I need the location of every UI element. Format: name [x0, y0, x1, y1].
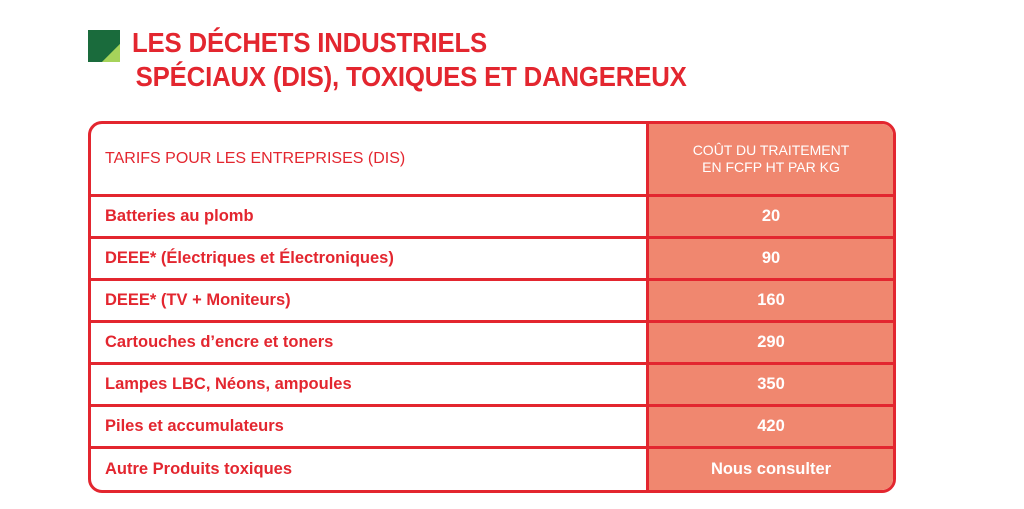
green-square-logo-icon: [88, 30, 120, 62]
value-column-background: [646, 124, 893, 490]
row-value: Nous consulter: [710, 460, 832, 478]
row-value: 90: [761, 249, 781, 267]
header-value-line-1: COÛT DU TRAITEMENT: [692, 142, 850, 158]
row-label: Autre Produits toxiques: [105, 460, 293, 478]
row-label: Batteries au plomb: [105, 207, 254, 225]
row-value: 350: [757, 375, 785, 393]
table-row: DEEE* (Électriques et Électroniques) 90: [91, 236, 893, 278]
row-value: 420: [757, 417, 785, 435]
row-label: Lampes LBC, Néons, ampoules: [105, 375, 352, 393]
row-label: Piles et accumulateurs: [105, 417, 284, 435]
header-value: COÛT DU TRAITEMENT EN FCFP HT PAR KG: [649, 142, 893, 176]
row-value: 20: [761, 207, 781, 225]
table-row: Piles et accumulateurs 420: [91, 404, 893, 446]
table-header-row: TARIFS POUR LES ENTREPRISES (DIS) COÛT D…: [91, 124, 893, 194]
table-row: Autre Produits toxiques Nous consulter: [91, 446, 893, 490]
row-value: 290: [757, 333, 785, 351]
header-value-line-2: EN FCFP HT PAR KG: [702, 159, 840, 175]
pricing-table: TARIFS POUR LES ENTREPRISES (DIS) COÛT D…: [88, 121, 896, 493]
header-label: TARIFS POUR LES ENTREPRISES (DIS): [105, 150, 406, 167]
row-label: DEEE* (TV + Moniteurs): [105, 291, 291, 309]
title-line-2: SPÉCIAUX (DIS), TOXIQUES ET DANGEREUX: [135, 61, 687, 92]
page-title: LES DÉCHETS INDUSTRIELS SPÉCIAUX (DIS), …: [132, 26, 687, 94]
title-line-1: LES DÉCHETS INDUSTRIELS: [132, 27, 488, 58]
table-row: DEEE* (TV + Moniteurs) 160: [91, 278, 893, 320]
row-value: 160: [757, 291, 785, 309]
table-row: Cartouches d’encre et toners 290: [91, 320, 893, 362]
row-label: DEEE* (Électriques et Électroniques): [105, 249, 394, 267]
table-row: Lampes LBC, Néons, ampoules 350: [91, 362, 893, 404]
table-row: Batteries au plomb 20: [91, 194, 893, 236]
row-label: Cartouches d’encre et toners: [105, 333, 334, 351]
